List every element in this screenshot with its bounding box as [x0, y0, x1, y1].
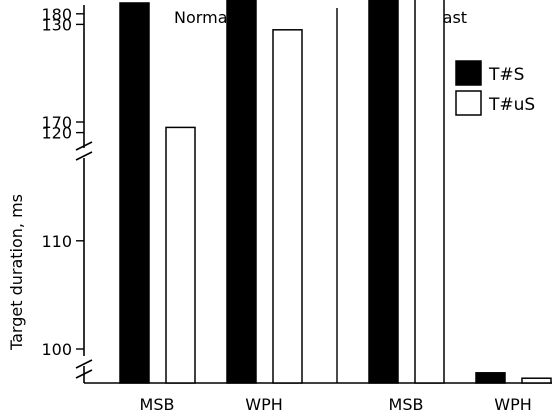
- bar-fast-msb-series-1: [368, 0, 399, 384]
- x-tick-label-normal-wph: WPH: [245, 395, 283, 414]
- x-tick-label-normal-msb: MSB: [140, 395, 175, 414]
- bar-fast-wph-series-2: [521, 377, 552, 384]
- y-tick-label-110: 110: [41, 232, 72, 251]
- y-tick-label-120: 120: [41, 124, 72, 143]
- legend-swatch-2: [455, 90, 482, 116]
- bar-fast-msb-series-2: [414, 0, 445, 384]
- y-tick-label-170: 170: [41, 113, 72, 132]
- x-tick-label-fast-wph: WPH: [494, 395, 532, 414]
- bar-normal-wph-series-2: [272, 29, 303, 384]
- axis-break-lower: [75, 359, 93, 379]
- axis-break-upper: [75, 141, 93, 161]
- bar-normal-wph-series-1: [226, 0, 257, 384]
- y-axis-label: Target duration, ms: [7, 194, 26, 351]
- panel-title-normal: Normal: [174, 8, 232, 27]
- y-tick-label-130: 130: [41, 15, 72, 34]
- legend-label-2: T#uS: [488, 95, 535, 115]
- x-tick-label-fast-msb: MSB: [389, 395, 424, 414]
- y-tick-label-100: 100: [41, 340, 72, 359]
- bar-normal-msb-series-2: [165, 126, 196, 384]
- bar-normal-msb-series-1: [119, 2, 150, 384]
- bar-fast-wph-series-1: [475, 372, 506, 384]
- legend-swatch-1: [455, 60, 482, 86]
- y-tick-label-180: 180: [41, 5, 72, 24]
- legend-label-1: T#S: [488, 65, 524, 85]
